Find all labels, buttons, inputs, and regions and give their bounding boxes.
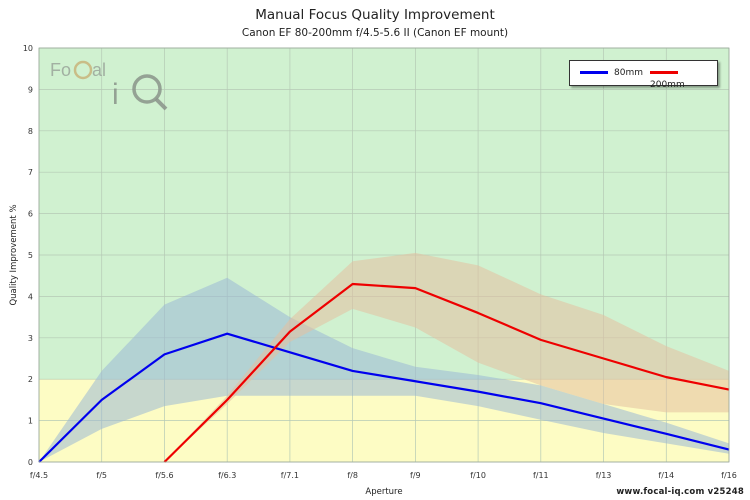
x-tick-label: f/13	[596, 471, 612, 480]
y-tick-label: 6	[28, 210, 33, 219]
x-tick-label: f/9	[410, 471, 421, 480]
y-tick-label: 4	[28, 292, 33, 301]
logo-graphic: Fo al i	[50, 60, 168, 111]
y-tick-label: 0	[28, 458, 33, 467]
plot-border	[38, 47, 730, 463]
legend-swatch-80mm	[580, 71, 608, 74]
x-tick-label: f/16	[721, 471, 737, 480]
chart-legend: 80mm 200mm	[569, 60, 718, 90]
x-axis-label: Aperture	[365, 487, 402, 497]
svg-text:al: al	[92, 60, 106, 80]
legend-label-80mm: 80mm	[614, 68, 643, 78]
x-tick-label: f/6.3	[218, 471, 236, 480]
series-line-200mm	[163, 282, 730, 463]
y-tick-label: 5	[28, 251, 33, 260]
y-tick-label: 2	[28, 375, 33, 384]
svg-text:i: i	[112, 78, 119, 111]
y-tick-label: 10	[23, 44, 33, 53]
chart-subtitle: Canon EF 80-200mm f/4.5-5.6 II (Canon EF…	[241, 27, 509, 39]
footer-watermark: www.focal-iq.com v25248	[616, 487, 744, 497]
x-tick-label: f/14	[658, 471, 674, 480]
y-tick-label: 8	[28, 127, 33, 136]
legend-swatch-200mm	[650, 71, 678, 74]
x-tick-label: f/10	[470, 471, 486, 480]
y-tick-label: 3	[28, 334, 33, 343]
y-tick-label: 1	[28, 417, 33, 426]
series-line-80mm	[38, 332, 730, 463]
chart-title: Manual Focus Quality Improvement	[255, 7, 495, 23]
svg-text:Fo: Fo	[50, 60, 71, 80]
y-tick-label: 9	[28, 85, 33, 94]
y-tick-label: 7	[28, 168, 33, 177]
x-tick-label: f/5.6	[155, 471, 173, 480]
x-tick-label: f/4.5	[30, 471, 48, 480]
x-tick-label: f/8	[347, 471, 358, 480]
legend-item-200mm: 200mm	[650, 67, 717, 90]
x-tick-label: f/7.1	[281, 471, 299, 480]
x-tick-label: f/5	[96, 471, 107, 480]
y-axis-label: Quality Improvement %	[9, 204, 19, 305]
confidence-band-200mm	[164, 252, 730, 462]
confidence-band-80mm	[39, 277, 729, 462]
legend-item-80mm: 80mm	[580, 67, 643, 79]
x-tick-label: f/11	[533, 471, 549, 480]
legend-label-200mm: 200mm	[650, 80, 685, 90]
